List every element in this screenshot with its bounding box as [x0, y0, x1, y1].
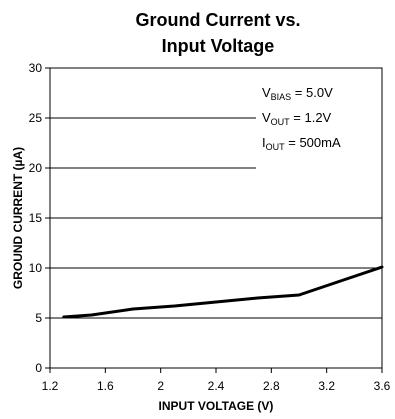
annotation-vout-sub: OUT — [271, 117, 291, 127]
annotation-vout-main: V — [262, 110, 271, 125]
annotation-iout: IOUT = 500mA — [262, 135, 341, 152]
annotation-iout-sub: OUT — [266, 142, 286, 152]
annotation-vout-rest: = 1.2V — [290, 110, 332, 125]
y-tick-label-0: 0 — [35, 361, 42, 375]
series-line-0 — [62, 265, 384, 319]
annotation-vbias-sub: BIAS — [271, 92, 292, 102]
series — [62, 265, 384, 319]
y-axis: 0 5 10 15 20 25 30 — [29, 61, 50, 375]
y-axis-title: GROUND CURRENT (µA) — [11, 147, 25, 289]
annotations: VBIAS = 5.0V VOUT = 1.2V IOUT = 500mA — [262, 85, 341, 152]
x-tick-label-0: 1.2 — [42, 379, 59, 393]
annotation-iout-main: I — [262, 135, 266, 150]
x-tick-label-4: 2.8 — [263, 379, 280, 393]
x-tick-label-1: 1.6 — [97, 379, 114, 393]
x-axis: 1.2 1.6 2 2.4 2.8 3.2 3.6 — [42, 368, 391, 393]
x-tick-label-3: 2.4 — [208, 379, 225, 393]
annotation-iout-rest: = 500mA — [285, 135, 341, 150]
y-tick-label-5: 25 — [29, 111, 43, 125]
annotation-vbias-main: V — [262, 85, 271, 100]
annotation-vout: VOUT = 1.2V — [262, 110, 332, 127]
chart-title-line-2: Input Voltage — [162, 36, 275, 56]
x-axis-title: INPUT VOLTAGE (V) — [159, 399, 274, 413]
x-tick-label-2: 2 — [157, 379, 164, 393]
x-tick-label-5: 3.2 — [318, 379, 335, 393]
x-tick-label-6: 3.6 — [374, 379, 391, 393]
y-tick-label-3: 15 — [29, 211, 43, 225]
y-tick-label-6: 30 — [29, 61, 43, 75]
y-tick-label-2: 10 — [29, 261, 43, 275]
y-tick-label-4: 20 — [29, 161, 43, 175]
chart-title-line-1: Ground Current vs. — [135, 10, 300, 30]
annotation-vbias-rest: = 5.0V — [291, 85, 333, 100]
annotation-box — [256, 74, 382, 172]
y-tick-label-1: 5 — [35, 311, 42, 325]
annotation-vbias: VBIAS = 5.0V — [262, 85, 333, 102]
